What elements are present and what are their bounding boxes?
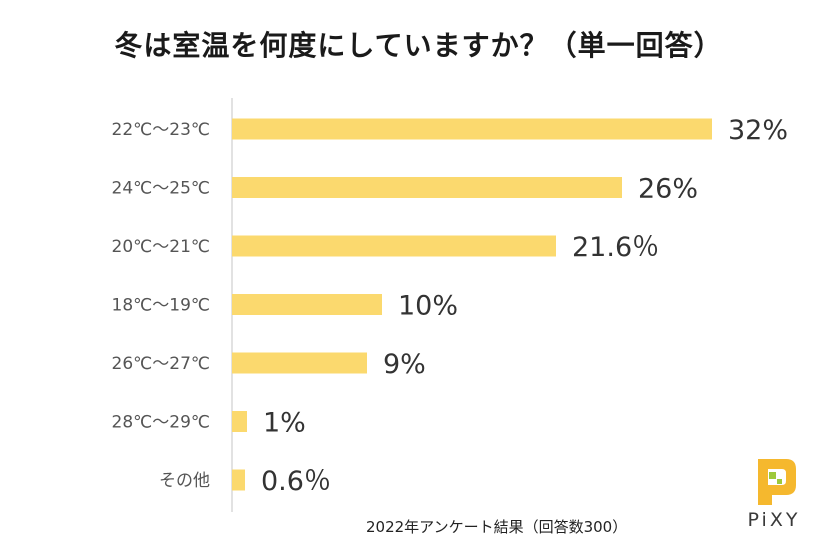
bar-6 <box>232 469 245 491</box>
category-label-6: その他 <box>159 471 210 491</box>
bar-1 <box>232 177 622 198</box>
category-label-5: 28℃～29℃ <box>112 413 210 433</box>
footnote: 2022年アンケート結果（回答数300） <box>366 518 628 536</box>
value-label-4: 9% <box>383 349 426 380</box>
value-label-5: 1% <box>263 408 306 439</box>
bar-2 <box>232 235 556 257</box>
pixy-logo: PiXY <box>738 455 810 535</box>
value-label-2: 21.6％ <box>572 232 659 263</box>
bar-0 <box>232 118 712 140</box>
value-label-1: 26% <box>638 174 698 205</box>
bar-5 <box>232 411 247 432</box>
category-label-4: 26℃～27℃ <box>112 354 210 374</box>
value-label-0: 32% <box>728 115 788 146</box>
category-label-0: 22℃～23℃ <box>112 120 210 140</box>
value-label-3: 10% <box>398 291 458 322</box>
category-label-2: 20℃～21℃ <box>112 237 210 257</box>
chart-title: 冬は室温を何度にしていますか？（単一回答） <box>114 29 723 62</box>
value-label-6: 0.6％ <box>261 466 331 497</box>
bar-3 <box>232 294 382 315</box>
value-labels: 32% 26% 21.6％ 10% 9% 1% 0.6％ <box>261 115 788 497</box>
logo-text: PiXY <box>747 509 801 531</box>
category-labels: 22℃～23℃ 24℃～25℃ 20℃～21℃ 18℃～19℃ 26℃～27℃ 28℃～2… <box>112 120 210 491</box>
bar-4 <box>232 352 367 374</box>
category-label-3: 18℃～19℃ <box>112 296 210 316</box>
pixy-logo-icon <box>758 459 796 505</box>
logo-p-shape <box>758 459 796 505</box>
bars-group <box>232 118 712 491</box>
logo-green-square-small <box>777 479 782 484</box>
category-label-1: 24℃～25℃ <box>112 179 210 199</box>
logo-green-square <box>769 472 776 479</box>
